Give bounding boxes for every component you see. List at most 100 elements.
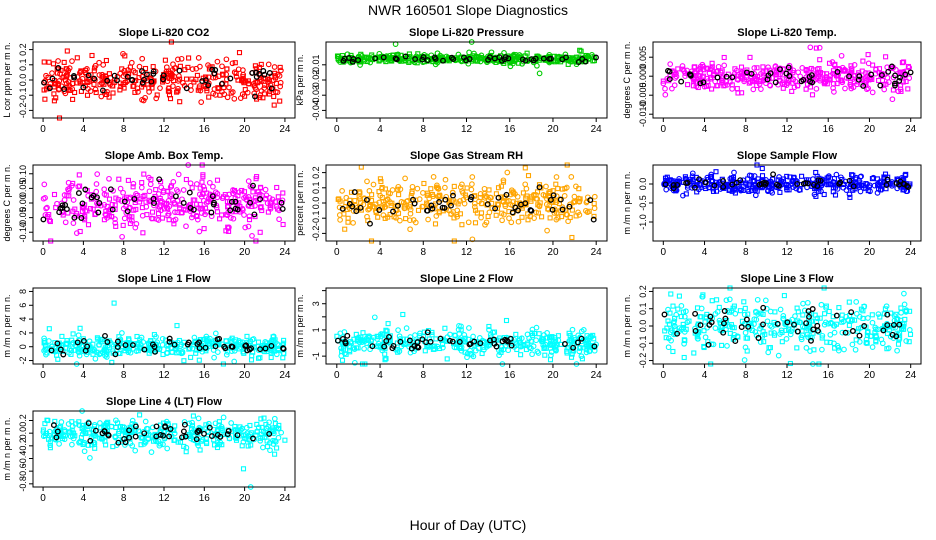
data-point [170,61,176,68]
reference-point [124,73,131,80]
data-point [274,184,280,191]
reference-point [440,57,446,64]
panel-title: Slope Line 1 Flow [118,273,211,285]
data-point [591,205,598,212]
data-point [165,88,171,94]
reference-point [428,202,435,209]
reference-point [225,428,232,434]
data-point [178,210,184,216]
data-point [151,332,157,338]
reference-point [540,55,547,62]
data-point [727,309,733,315]
data-point [142,65,149,72]
data-point [772,71,779,78]
data-point [130,184,136,190]
data-point [569,207,575,213]
data-point [481,56,488,63]
panel-title: Slope Li-820 Pressure [409,27,524,39]
data-point [548,349,555,355]
reference-point [334,337,341,344]
reference-point [691,184,698,191]
data-point [46,436,52,442]
reference-point [755,335,762,341]
data-point [813,85,820,92]
data-point [850,172,856,178]
reference-point [684,179,691,186]
data-point [458,323,464,330]
reference-point [848,309,855,316]
data-point [491,329,498,335]
data-point [197,447,203,453]
data-point [435,185,441,191]
data-point [436,210,442,216]
x-tick-label: 0 [40,124,46,135]
y-tick-label: 0 [18,344,28,349]
data-point [270,77,277,84]
data-point [828,321,834,327]
data-point [108,423,115,430]
reference-point [868,71,875,78]
data-point [569,234,575,241]
data-point [792,313,798,319]
x-tick-label: 12 [781,124,793,135]
data-point [277,64,283,70]
data-point [906,75,913,81]
reference-point [129,76,136,83]
reference-point [107,186,114,193]
data-point [482,221,488,228]
data-point [807,84,814,90]
reference-point [674,181,681,188]
reference-point [692,327,699,334]
reference-point [209,193,216,200]
reference-point [503,191,510,198]
data-point [84,66,90,72]
data-point [70,331,76,337]
data-point [683,191,689,197]
data-point [157,85,163,91]
data-point [69,441,75,448]
reference-point [563,54,569,61]
data-point [146,188,153,195]
data-point [789,88,795,94]
data-point [166,85,172,91]
reference-point [383,338,390,344]
data-point [766,345,772,351]
reference-point [84,343,91,350]
data-point [115,431,122,437]
data-point [693,72,699,78]
data-point [714,297,720,303]
reference-point [202,344,209,351]
y-axis-label: m /m n per m n. [622,294,632,357]
reference-point [349,58,356,65]
reference-point [738,324,745,331]
data-point [559,186,565,192]
data-point [824,339,830,345]
reference-point [456,338,463,345]
reference-point [487,337,493,344]
data-point [764,318,771,325]
data-point [746,182,753,188]
data-point [694,305,701,311]
data-point [81,448,88,455]
data-point [203,200,210,206]
reference-point [208,209,215,216]
data-point [751,65,758,71]
data-point [52,81,58,87]
data-point [504,169,511,176]
data-point [133,348,140,354]
data-point [553,346,559,353]
x-tick-label: 20 [547,124,559,135]
data-point [370,181,377,188]
y-tick-label: -0.10 [18,222,28,243]
data-point [903,78,909,85]
reference-point [892,82,898,89]
reference-point [707,313,714,320]
data-point [153,187,159,193]
data-point [212,92,219,98]
x-tick-label: 8 [121,370,127,381]
data-point [751,178,757,184]
panel-4: Slope Amb. Box Temp.degrees C per m n.0 4… [2,150,296,258]
reference-point [206,424,213,431]
data-point [193,181,200,187]
data-point [727,79,733,85]
